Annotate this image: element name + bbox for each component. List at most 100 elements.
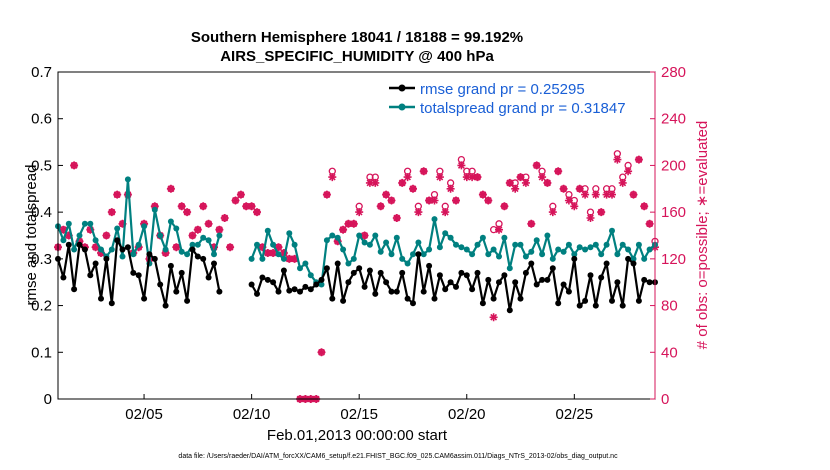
obs-evaluated-point: [511, 184, 520, 193]
rmse-point: [560, 281, 567, 288]
rmse-point: [114, 237, 121, 244]
rmse-point: [635, 297, 642, 304]
rmse-point: [334, 260, 341, 267]
spread-point: [517, 241, 524, 248]
rmse-point: [458, 269, 465, 276]
spread-point: [544, 232, 551, 239]
obs-evaluated-point: [634, 155, 643, 164]
rmse-point: [323, 265, 330, 272]
left-tick-label: 0.4: [31, 204, 52, 221]
footnote: data file: /Users/raeder/DAI/ATM_forcXX/…: [178, 453, 618, 460]
spread-point: [565, 241, 572, 248]
spread-point: [576, 244, 583, 251]
rmse-point: [108, 300, 115, 307]
spread-point: [167, 218, 174, 225]
spread-point: [388, 251, 395, 258]
rmse-point: [151, 255, 158, 262]
rmse-point: [587, 272, 594, 279]
rmse-point: [87, 272, 94, 279]
spread-point: [447, 234, 454, 241]
rmse-point: [184, 297, 191, 304]
spread-point: [635, 241, 642, 248]
spread-point: [474, 241, 481, 248]
obs-evaluated-point: [70, 161, 79, 170]
right-tick-label: 240: [661, 111, 686, 128]
obs-evaluated-point: [392, 214, 401, 222]
rmse-point: [383, 279, 390, 286]
rmse-point: [130, 269, 137, 276]
obs-evaluated-point: [387, 196, 396, 205]
spread-point: [549, 255, 556, 262]
obs-evaluated-point: [150, 202, 159, 211]
obs-evaluated-point: [435, 173, 444, 182]
obs-evaluated-point: [102, 231, 111, 240]
x-tick-label: 02/20: [448, 406, 486, 423]
spread-point: [366, 241, 373, 248]
obs-evaluated-point: [349, 219, 358, 228]
legend: rmse grand pr = 0.25295 totalspread gran…: [384, 76, 650, 117]
spread-point: [350, 255, 357, 262]
rmse-point: [286, 287, 293, 294]
obs-evaluated-point: [414, 208, 423, 217]
rmse-point: [65, 241, 72, 248]
rmse-point: [146, 251, 153, 258]
obs-evaluated-point: [570, 202, 579, 211]
y-axis-right-label: # of obs: o=possible; ∗=evaluated: [694, 121, 711, 350]
rmse-point: [522, 269, 529, 276]
spread-point: [646, 246, 653, 253]
obs-evaluated-point: [274, 243, 283, 252]
rmse-point: [103, 255, 110, 262]
spread-point: [410, 251, 416, 258]
rmse-point: [124, 244, 131, 251]
rmse-point: [549, 265, 556, 272]
x-tick-label: 02/25: [556, 406, 594, 423]
chart-title: Southern Hemisphere 18041 / 18188 = 99.1…: [191, 29, 523, 46]
rmse-point: [399, 269, 406, 276]
obs-evaluated-point: [548, 208, 557, 217]
obs-evaluated-point: [591, 190, 600, 199]
obs-evaluated-point: [473, 173, 482, 182]
obs-evaluated-point: [285, 254, 294, 263]
obs-evaluated-point: [538, 173, 547, 182]
rmse-point: [280, 267, 287, 274]
rmse-point: [501, 272, 508, 279]
left-tick-label: 0.3: [31, 251, 52, 268]
obs-evaluated-point: [360, 231, 369, 240]
rmse-point: [189, 246, 196, 253]
obs-evaluated-point: [532, 161, 541, 170]
rmse-point: [630, 260, 637, 267]
spread-point: [200, 234, 207, 241]
rmse-point: [92, 260, 99, 267]
rmse-point: [598, 274, 605, 281]
spread-point: [361, 239, 368, 246]
obs-evaluated-point: [107, 208, 116, 217]
rmse-point: [345, 279, 352, 286]
spread-point: [264, 227, 271, 234]
spread-point: [259, 255, 266, 262]
rmse-point: [377, 269, 384, 276]
spread-point: [356, 232, 363, 239]
spread-point: [479, 234, 486, 241]
spread-point: [275, 251, 282, 258]
rmse-point: [619, 302, 626, 309]
rmse-point: [340, 297, 347, 304]
obs-evaluated-point: [382, 190, 391, 199]
spread-point: [630, 255, 637, 262]
rmse-point: [200, 255, 207, 262]
spread-point: [151, 206, 158, 213]
obs-evaluated-point: [355, 208, 364, 217]
chart-subtitle: AIRS_SPECIFIC_HUMIDITY @ 400 hPa: [220, 48, 494, 65]
rmse-point: [388, 288, 395, 295]
obs-evaluated-point: [188, 231, 197, 240]
obs-evaluated-point: [344, 219, 353, 228]
obs-evaluated-point: [409, 184, 417, 193]
left-tick-label: 0.5: [31, 157, 52, 174]
rmse-point: [582, 297, 589, 304]
spread-point: [270, 241, 277, 248]
rmse-point: [539, 276, 546, 283]
rmse-point: [162, 302, 169, 309]
rmse-point: [565, 288, 572, 295]
rmse-point: [318, 276, 325, 283]
rmse-point: [474, 269, 481, 276]
rmse-point: [60, 274, 67, 281]
